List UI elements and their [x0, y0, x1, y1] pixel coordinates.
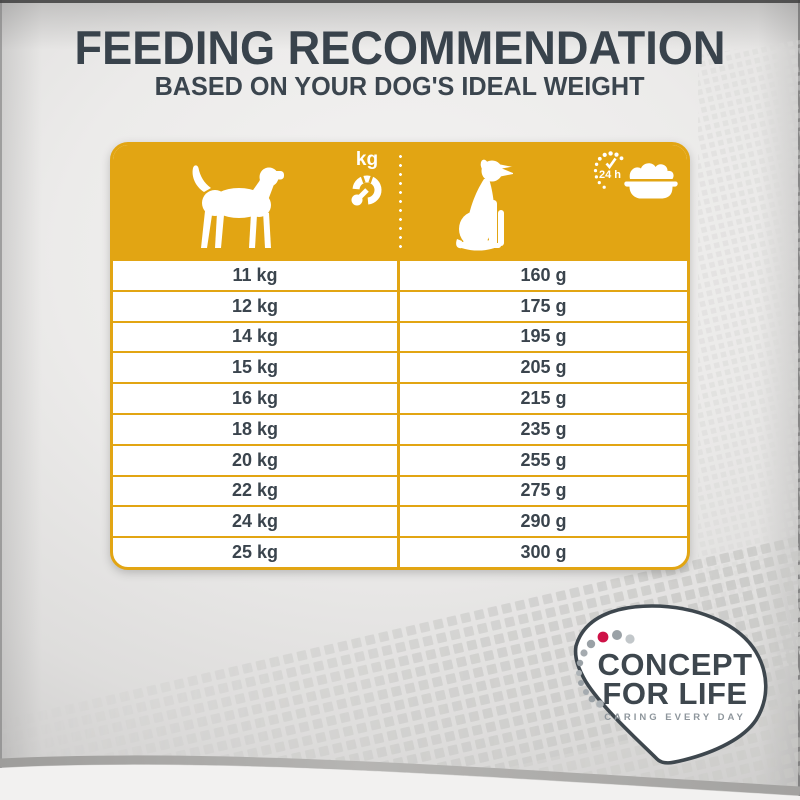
24h-check-icon: 24 h: [593, 151, 624, 189]
amount-cell: 235 g: [520, 418, 567, 439]
table-rows: 11 kg 160 g 12 kg 175 g 14 kg 195 g 15 k…: [113, 261, 687, 567]
table-row: 15 kg 205 g: [113, 351, 687, 383]
table-row: 16 kg 215 g: [113, 382, 687, 413]
table-row: 22 kg 275 g: [113, 474, 687, 506]
bottom-light-area: [0, 764, 800, 800]
bottom-stripe: [0, 755, 800, 796]
table-row: 14 kg 195 g: [113, 320, 687, 352]
amount-cell: 175 g: [520, 295, 567, 316]
weight-cell: 18 kg: [113, 414, 400, 444]
amount-cell: 160 g: [520, 264, 567, 285]
page-subtitle: BASED ON YOUR DOG'S IDEAL WEIGHT: [0, 71, 800, 102]
logo-tagline: CARING EVERY DAY: [604, 712, 746, 723]
weight-cell: 22 kg: [113, 476, 400, 506]
feeding-table: kg: [110, 142, 690, 570]
standing-dog-icon: [192, 165, 284, 248]
page-subtitle-text: BASED ON YOUR DOG'S IDEAL WEIGHT: [155, 71, 645, 101]
amount-cell: 215 g: [520, 388, 567, 409]
24h-label: 24 h: [599, 169, 621, 181]
amount-cell: 300 g: [520, 542, 567, 563]
logo-red-dot: [597, 631, 609, 643]
amount-cell: 205 g: [520, 357, 567, 378]
weight-cell: 11 kg: [113, 261, 400, 290]
weight-cell: 16 kg: [113, 384, 400, 413]
halftone-right-band: [698, 40, 800, 680]
table-row: 12 kg 175 g: [113, 289, 687, 321]
logo-dot-arc: [576, 630, 635, 708]
kg-label: kg: [356, 149, 378, 170]
brand-logo: CONCEPT FOR LIFE CARING EVERY DAY: [573, 604, 768, 765]
table-row: 18 kg 235 g: [113, 412, 687, 444]
amount-cell: 275 g: [520, 480, 567, 501]
sitting-dog-icon: [456, 159, 513, 251]
food-bowl-icon: [624, 163, 678, 199]
table-row: 24 kg 290 g: [113, 505, 687, 537]
weight-cell: 15 kg: [113, 353, 400, 383]
table-row: 25 kg 300 g: [113, 536, 687, 567]
page-title: FEEDING RECOMMENDATION: [0, 20, 800, 75]
header-dotted-divider: [398, 152, 402, 254]
weight-cell: 14 kg: [113, 322, 400, 352]
logo-line2: FOR LIFE: [602, 676, 747, 711]
weight-cell: 12 kg: [113, 291, 400, 321]
weight-cell: 24 kg: [113, 507, 400, 537]
table-header: kg: [113, 145, 687, 261]
table-row: 11 kg 160 g: [113, 261, 687, 290]
page-title-text: FEEDING RECOMMENDATION: [74, 21, 726, 74]
table-row: 20 kg 255 g: [113, 443, 687, 475]
kg-gauge-icon: kg: [351, 149, 382, 206]
logo-line1: CONCEPT: [597, 647, 752, 682]
amount-cell: 255 g: [520, 449, 567, 470]
weight-cell: 25 kg: [113, 538, 400, 567]
amount-cell: 195 g: [520, 326, 567, 347]
weight-cell: 20 kg: [113, 445, 400, 475]
amount-cell: 290 g: [520, 511, 567, 532]
